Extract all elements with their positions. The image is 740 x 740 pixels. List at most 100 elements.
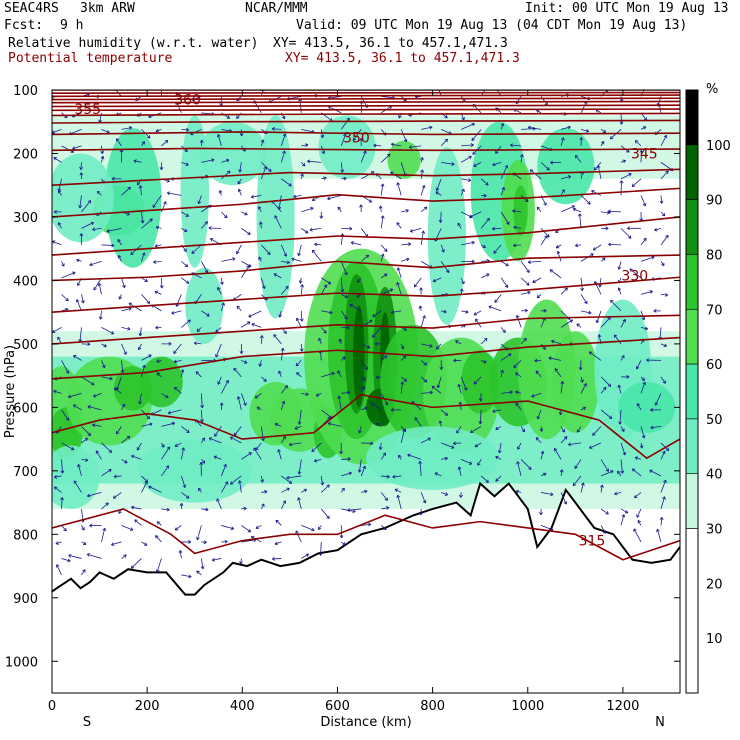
wind-arrow <box>576 426 582 433</box>
project-label: SEAC4RS <box>4 1 59 16</box>
wind-arrow <box>131 455 142 460</box>
wind-arrow-head <box>347 508 351 512</box>
wind-arrow <box>620 228 632 239</box>
wind-arrow-head <box>516 461 520 465</box>
wind-arrow <box>492 409 502 412</box>
wind-arrow-head <box>549 269 554 273</box>
wind-arrow <box>531 393 542 397</box>
wind-arrow <box>380 355 388 361</box>
wind-arrow <box>376 376 382 378</box>
wind-arrow-head <box>331 371 335 376</box>
wind-arrow <box>321 484 330 493</box>
wind-arrow-head <box>591 190 595 194</box>
wind-arrow-head <box>272 557 276 561</box>
wind-arrow-head <box>148 354 152 358</box>
wind-arrow-head <box>661 262 665 267</box>
wind-arrow <box>312 249 322 262</box>
wind-arrow-head <box>543 308 547 313</box>
wind-arrow-head <box>527 125 532 130</box>
wind-arrow-head <box>121 403 126 407</box>
wind-arrow <box>156 372 162 378</box>
wind-arrow <box>372 327 382 338</box>
wind-arrow-head <box>361 386 366 390</box>
wind-arrow <box>248 310 262 318</box>
wind-arrow-head <box>155 569 160 573</box>
wind-arrow <box>432 277 442 282</box>
wind-arrow-head <box>607 209 612 214</box>
wind-arrow <box>119 294 122 300</box>
wind-arrow <box>258 206 262 213</box>
wind-arrow-head <box>255 525 259 529</box>
wind-arrow-head <box>475 318 479 323</box>
y-tick-label: 600 <box>13 401 38 416</box>
wind-arrow <box>494 294 502 303</box>
wind-arrow-head <box>60 497 64 501</box>
wind-arrow-head <box>564 287 568 291</box>
wind-arrow-head <box>63 527 67 532</box>
colorbar-segment <box>685 528 699 694</box>
wind-arrow-head <box>607 383 612 387</box>
wind-arrow <box>620 112 622 125</box>
wind-arrow <box>549 269 562 279</box>
wind-arrow <box>101 128 110 134</box>
wind-arrow <box>397 182 402 196</box>
wind-arrow-head <box>561 189 565 193</box>
wind-arrow-head <box>98 316 103 320</box>
wind-arrow <box>259 360 262 367</box>
wind-arrow-head <box>390 142 395 147</box>
wind-arrow-head <box>178 550 183 554</box>
wind-arrow <box>458 466 462 477</box>
wind-arrow-head <box>543 202 547 206</box>
wind-arrow <box>291 258 302 262</box>
wind-arrow <box>141 475 149 483</box>
wind-arrow <box>95 450 102 460</box>
wind-arrow <box>220 277 223 285</box>
wind-arrow-head <box>174 527 179 531</box>
x-tick-label: 400 <box>230 699 255 714</box>
wind-arrow-head <box>300 284 304 288</box>
wind-arrow <box>221 211 228 219</box>
wind-arrow <box>520 426 525 433</box>
wind-arrow <box>130 558 142 569</box>
wind-arrow-head <box>184 263 189 268</box>
wind-arrow <box>179 550 182 559</box>
wind-arrow <box>660 211 666 217</box>
wind-arrow-head <box>348 471 352 476</box>
wind-arrow-head <box>398 114 402 119</box>
wind-arrow <box>560 319 573 328</box>
wind-arrow-head <box>136 181 141 186</box>
wind-arrow-head <box>106 229 110 233</box>
wind-arrow <box>121 343 127 355</box>
fcst-label: Fcst: <box>4 18 44 33</box>
wind-arrow-head <box>665 234 669 239</box>
wind-arrow-head <box>398 454 402 459</box>
wind-arrow <box>600 211 610 214</box>
wind-arrow <box>261 244 271 255</box>
theta-contour <box>52 216 680 256</box>
wind-arrow-head <box>337 206 342 211</box>
wind-arrow <box>510 144 522 147</box>
wind-arrow <box>321 310 333 314</box>
wind-arrow-head <box>318 337 322 342</box>
wind-arrow-head <box>378 446 383 450</box>
wind-arrow-head <box>637 520 641 524</box>
wind-arrow-head <box>563 501 568 505</box>
wind-arrow-head <box>108 468 112 473</box>
wind-arrow <box>516 315 522 328</box>
wind-arrow-head <box>574 155 579 159</box>
wind-arrow-head <box>57 222 62 226</box>
wind-arrow <box>513 226 522 229</box>
wind-arrow <box>358 426 362 434</box>
wind-arrow-head <box>617 266 622 270</box>
wind-arrow <box>155 128 162 132</box>
wind-arrow <box>441 161 455 165</box>
wind-arrow-head <box>314 242 318 247</box>
wind-arrow <box>131 506 142 510</box>
wind-arrow <box>97 190 102 196</box>
wind-arrow-head <box>118 296 123 300</box>
wind-arrow <box>301 488 307 493</box>
wind-arrow <box>298 497 302 510</box>
wind-arrow-head <box>556 250 561 255</box>
wind-arrow <box>274 423 282 427</box>
wind-arrow-head <box>205 507 209 512</box>
